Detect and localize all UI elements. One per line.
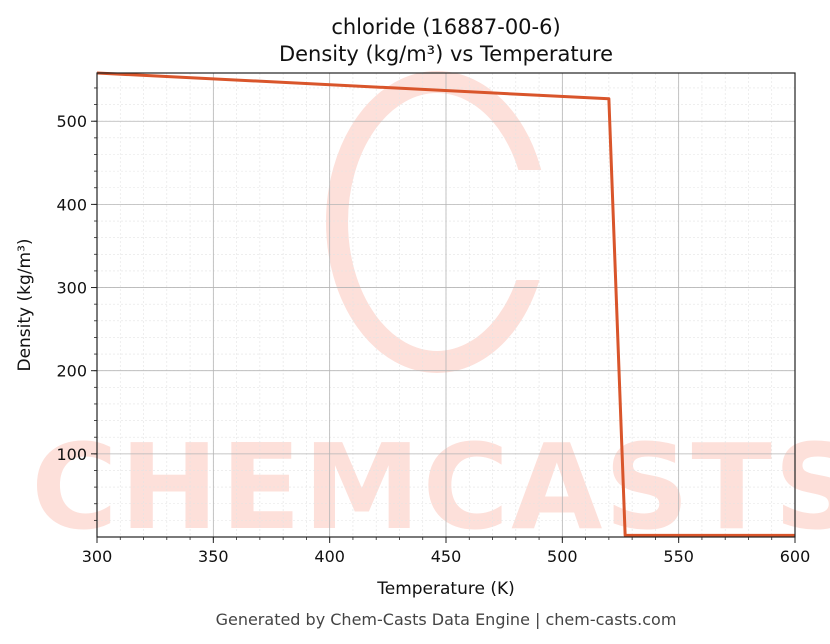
y-tick-label: 400 [56,195,87,214]
x-tick-label: 450 [431,547,462,566]
x-tick-label: 550 [663,547,694,566]
x-tick-label: 600 [780,547,811,566]
chart-title: chloride (16887-00-6) [331,15,560,39]
footer-credit: Generated by Chem-Casts Data Engine | ch… [216,610,677,629]
series-line-0 [96,71,795,537]
y-tick-label: 300 [56,279,87,298]
y-tick-label: 500 [56,112,87,131]
x-tick-label: 350 [198,547,229,566]
series-layer [96,71,795,537]
chart-subtitle: Density (kg/m³) vs Temperature [279,42,613,66]
x-tick-label: 500 [547,547,578,566]
x-tick-label: 400 [314,547,345,566]
axis-ticks: 300 350 400 450 500 550 600 100 200 300 400 500 [56,87,811,566]
x-axis-label: Temperature (K) [376,579,515,599]
x-tick-label: 300 [82,547,113,566]
plot-frame [96,72,796,538]
chemcasts-watermark: CHEMCASTS [31,71,830,556]
y-axis-label: Density (kg/m³) [15,238,35,371]
y-tick-label: 200 [56,362,87,381]
y-tick-label: 100 [56,445,87,464]
